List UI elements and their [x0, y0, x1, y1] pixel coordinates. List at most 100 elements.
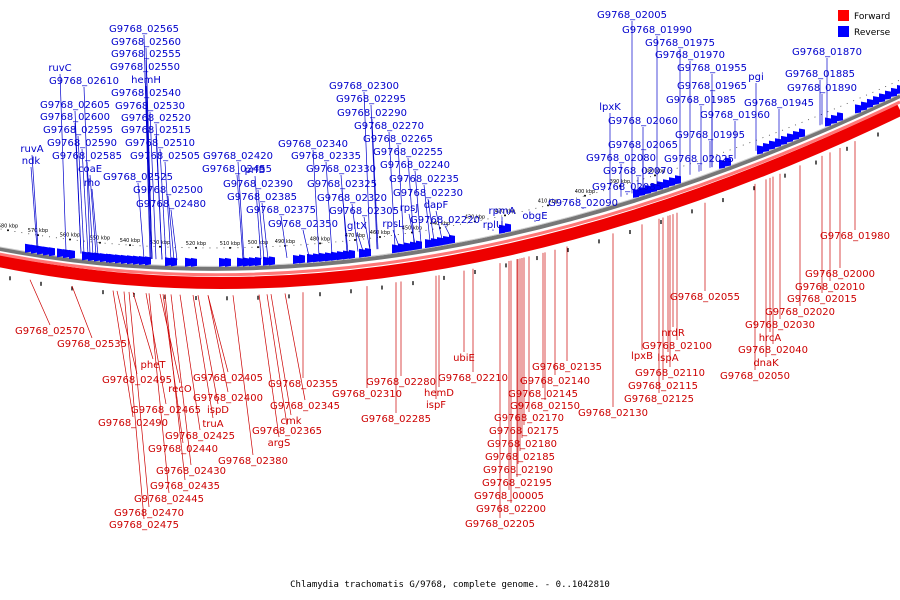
forward-gene-label-g9768-02570: G9768_02570	[15, 326, 85, 337]
reverse-feature	[651, 183, 657, 193]
reverse-feature	[139, 256, 145, 266]
forward-gene-label-g9768-02425: G9768_02425	[165, 431, 235, 442]
connector-ispd	[197, 295, 219, 405]
forward-gene-label-g9768-02365: G9768_02365	[252, 426, 322, 437]
forward-gene-label-g9768-02145: G9768_02145	[508, 389, 578, 400]
reverse-gene-label-g9768-02025: G9768_02025	[664, 154, 734, 165]
reverse-feature	[505, 223, 511, 233]
reverse-feature	[837, 112, 843, 122]
scale-tick-510-kbp	[229, 246, 231, 249]
forward-gene-label-nrdr: nrdR	[661, 328, 685, 339]
forward-gene-label-lpxb: lpxB	[631, 351, 653, 362]
forward-band-inner	[0, 100, 900, 277]
forward-gene-label-g9768-02465: G9768_02465	[131, 405, 201, 416]
reverse-gene-label-g9768-02085: G9768_02085	[592, 182, 662, 193]
forward-gene-label-g9768-02435: G9768_02435	[150, 481, 220, 492]
forward-gene-label-g9768-02110: G9768_02110	[635, 368, 705, 379]
reverse-feature	[171, 257, 177, 267]
reverse-feature	[392, 244, 398, 254]
reverse-feature	[885, 90, 891, 100]
connector-g9768-02425	[179, 294, 201, 431]
reverse-feature	[831, 114, 837, 124]
connector-cmk	[270, 294, 292, 416]
reverse-gene-label-g9768-02300: G9768_02300	[329, 81, 399, 92]
reverse-gene-label-g9768-02230: G9768_02230	[393, 188, 463, 199]
forward-gene-label-g9768-02280: G9768_02280	[366, 377, 436, 388]
reverse-feature	[94, 252, 100, 262]
reverse-feature	[793, 130, 799, 140]
reverse-feature	[269, 256, 275, 266]
reverse-feature	[781, 135, 787, 145]
reverse-gene-label-g9768-02350: G9768_02350	[268, 219, 338, 230]
reverse-gene-label-dapf: dapF	[424, 200, 449, 211]
forward-gene-label-g9768-02040: G9768_02040	[738, 345, 808, 356]
genome-caption: Chlamydia trachomatis G/9768, complete g…	[290, 580, 610, 590]
connector-g9768-02380	[232, 295, 254, 456]
connector-g9768-02445	[148, 293, 170, 494]
reverse-feature	[867, 98, 873, 108]
reverse-feature	[425, 239, 431, 249]
reverse-feature	[787, 133, 793, 143]
reverse-gene-label-g9768-02235: G9768_02235	[389, 174, 459, 185]
scale-tick-label: 380 kbp	[645, 168, 665, 174]
reverse-gene-label-g9768-02385: G9768_02385	[227, 192, 297, 203]
reverse-gene-label-gltx: gltX	[347, 221, 367, 232]
reverse-gene-label-rplu: rplU	[483, 220, 504, 231]
scale-tick-label: 500 kbp	[248, 240, 268, 246]
connector-reco	[159, 293, 181, 384]
scale-tick-380-kbp	[654, 174, 656, 177]
scale-tick-460-kbp	[379, 235, 381, 238]
reverse-feature	[243, 257, 249, 267]
reverse-gene-label-g9768-01870: G9768_01870	[792, 47, 862, 58]
reverse-feature	[873, 96, 879, 106]
reverse-feature	[43, 246, 49, 256]
reverse-gene-label-rpsj: rpsJ	[400, 203, 419, 214]
forward-gene-label-dnak: dnaK	[753, 358, 779, 369]
reverse-gene-label-g9768-02340: G9768_02340	[278, 139, 348, 150]
forward-gene-label-g9768-02440: G9768_02440	[148, 444, 218, 455]
forward-gene-label-args: argS	[268, 438, 291, 449]
reverse-gene-label-g9768-02265: G9768_02265	[363, 134, 433, 145]
reverse-feature	[313, 253, 319, 263]
connector-g9768-02320	[351, 203, 359, 252]
scale-tick-580-kbp	[7, 229, 9, 232]
reverse-gene-label-g9768-02605: G9768_02605	[40, 100, 110, 111]
reverse-feature	[307, 253, 313, 263]
forward-gene-label-ubie: ubiE	[453, 353, 475, 364]
reverse-gene-label-g9768-02510: G9768_02510	[125, 138, 195, 149]
connector-rho	[91, 188, 99, 256]
connector-g9768-02420	[237, 161, 245, 260]
forward-gene-label-g9768-02490: G9768_02490	[98, 418, 168, 429]
forward-gene-label-g9768-02175: G9768_02175	[489, 426, 559, 437]
reverse-feature	[365, 247, 371, 257]
legend-forward-swatch	[838, 10, 849, 21]
forward-gene-label-g9768-02285: G9768_02285	[361, 414, 431, 425]
connector-g9768-02530	[149, 111, 157, 260]
reverse-feature	[237, 257, 243, 267]
backbone-line-light	[0, 93, 900, 267]
reverse-feature	[63, 249, 69, 259]
forward-gene-label-g9768-02310: G9768_02310	[332, 389, 402, 400]
forward-band	[0, 104, 900, 289]
reverse-gene-label-g9768-02610: G9768_02610	[49, 76, 119, 87]
reverse-gene-label-g9768-02530: G9768_02530	[115, 101, 185, 112]
reverse-feature	[225, 257, 231, 267]
connector-prfb	[254, 175, 262, 260]
reverse-gene-label-g9768-02070: G9768_02070	[603, 166, 673, 177]
reverse-gene-label-g9768-02515: G9768_02515	[121, 125, 191, 136]
legend-reverse-label: Reverse	[854, 28, 891, 38]
reverse-feature	[633, 188, 639, 198]
reverse-feature	[763, 143, 769, 153]
connector-g9768-02585	[86, 161, 94, 255]
reverse-gene-label-rpsl: rpsL	[382, 219, 404, 230]
reverse-gene-label-g9768-02525: G9768_02525	[103, 172, 173, 183]
reverse-feature	[82, 251, 88, 261]
reverse-gene-label-ndk: ndk	[22, 156, 41, 167]
scale-tick-label: 410 kbp	[538, 198, 558, 204]
reverse-feature	[127, 255, 133, 265]
reverse-feature	[825, 117, 831, 127]
reverse-gene-label-g9768-02600: G9768_02600	[40, 112, 110, 123]
scale-tick-520-kbp	[195, 246, 197, 249]
forward-gene-label-hrca: hrcA	[759, 333, 782, 344]
reverse-gene-label-rpma: rpmA	[488, 206, 515, 217]
